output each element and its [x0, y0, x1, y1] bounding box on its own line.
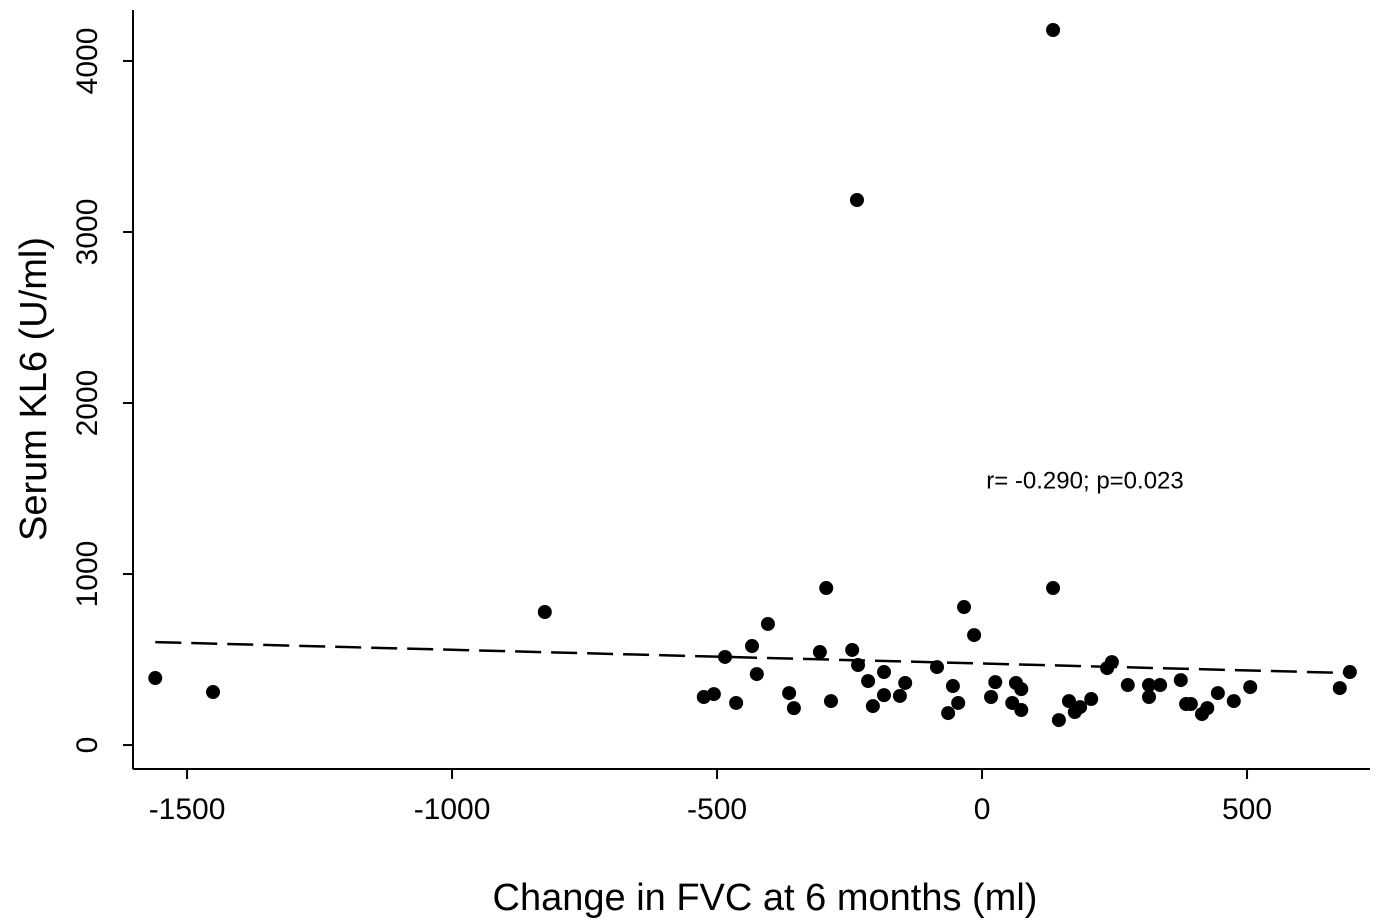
data-point — [749, 667, 764, 682]
data-point — [148, 671, 163, 686]
data-point — [819, 581, 834, 596]
data-point — [876, 665, 891, 680]
data-point — [1120, 678, 1135, 693]
data-point — [1073, 700, 1088, 715]
data-point — [984, 689, 999, 704]
data-point — [849, 193, 864, 208]
data-point — [718, 649, 733, 664]
data-point — [967, 628, 982, 643]
x-tick-label: 0 — [974, 793, 991, 826]
data-point — [865, 699, 880, 714]
data-point — [1141, 678, 1156, 693]
annotation: r= -0.290; p=0.023 — [986, 467, 1183, 494]
data-point — [892, 688, 907, 703]
data-point — [1153, 678, 1168, 693]
data-point — [1046, 581, 1061, 596]
data-point — [898, 675, 913, 690]
data-point — [729, 695, 744, 710]
data-point — [941, 706, 956, 721]
x-tick-label: -1000 — [414, 793, 491, 826]
data-point — [1226, 694, 1241, 709]
data-point — [1014, 702, 1029, 717]
y-axis-label: Serum KL6 (U/ml) — [13, 237, 55, 541]
x-tick-label: 500 — [1222, 793, 1272, 826]
data-point — [1332, 681, 1347, 696]
y-tick-label: 1000 — [71, 541, 104, 608]
data-point — [1173, 673, 1188, 688]
data-point — [206, 685, 221, 700]
data-point — [1183, 697, 1198, 712]
x-tick-label: -1500 — [149, 793, 226, 826]
data-point — [1342, 665, 1357, 680]
data-point — [782, 686, 797, 701]
x-axis-label: Change in FVC at 6 months (ml) — [493, 877, 1038, 919]
data-point — [760, 616, 775, 631]
data-point — [957, 600, 972, 615]
data-point — [1200, 701, 1215, 716]
data-point — [537, 605, 552, 620]
y-tick-label: 4000 — [71, 28, 104, 95]
data-point — [861, 674, 876, 689]
data-point — [1084, 692, 1099, 707]
x-tick-label: -500 — [687, 793, 747, 826]
data-point — [1061, 694, 1076, 709]
data-point — [745, 639, 760, 654]
data-point — [851, 658, 866, 673]
y-tick-label: 3000 — [71, 199, 104, 266]
data-point — [1051, 713, 1066, 728]
data-point — [951, 695, 966, 710]
data-point — [1243, 680, 1258, 695]
data-point — [988, 675, 1003, 690]
data-point — [945, 679, 960, 694]
trend-line — [155, 640, 1350, 675]
data-point — [876, 688, 891, 703]
data-point — [812, 645, 827, 660]
y-tick-label: 0 — [71, 737, 104, 754]
data-point — [929, 660, 944, 675]
data-point — [1014, 682, 1029, 697]
data-point — [706, 687, 721, 702]
data-point — [823, 694, 838, 709]
data-point — [1210, 686, 1225, 701]
data-point — [845, 642, 860, 657]
data-point — [1104, 655, 1119, 670]
data-point — [1141, 689, 1156, 704]
data-point — [1046, 23, 1061, 38]
data-point — [786, 701, 801, 716]
y-tick-label: 2000 — [71, 370, 104, 437]
